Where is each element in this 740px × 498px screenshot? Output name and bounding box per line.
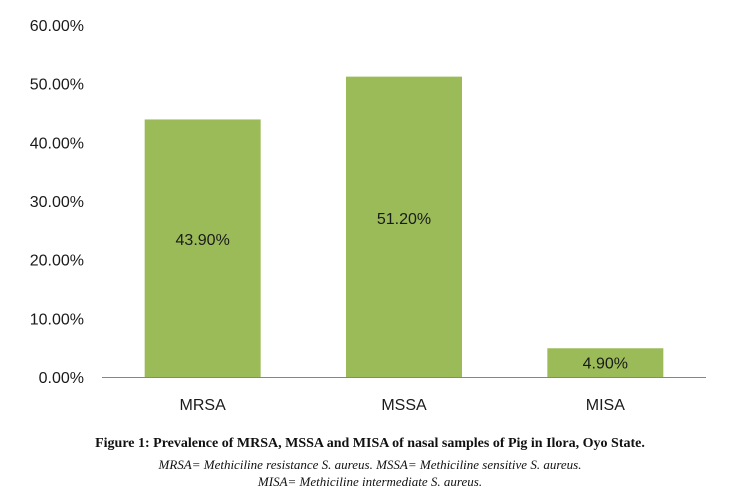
x-tick-label-misa: MISA [586,397,625,414]
x-tick-label-mssa: MSSA [381,397,427,414]
y-axis-ticks: 0.00% 10.00% 20.00% 30.00% 40.00% 50.00% 60.00… [30,18,84,387]
y-tick-label: 50.00% [30,77,84,94]
y-tick-label: 0.00% [39,370,84,387]
bar-chart: 0.00% 10.00% 20.00% 30.00% 40.00% 50.00% 60.00… [30,18,706,414]
bar-mssa [346,76,462,378]
figure-caption-note-1: MRSA= Methiciline resistance S. aureus. … [158,457,582,472]
x-tick-label-mrsa: MRSA [180,397,227,414]
bar-mrsa [144,119,261,377]
data-label-mrsa: 43.90% [176,232,230,249]
y-tick-label: 30.00% [30,194,84,211]
y-tick-label: 40.00% [30,135,84,152]
figure-caption-note-2: MISA= Methiciline intermediate S. aureus… [257,474,483,489]
figure-caption-title: Figure 1: Prevalence of MRSA, MSSA and M… [95,436,645,451]
bar-misa [547,348,664,377]
y-tick-label: 60.00% [30,18,84,35]
data-label-misa: 4.90% [583,356,628,373]
x-axis-labels: MRSA MSSA MISA [180,397,626,414]
y-tick-label: 20.00% [30,253,84,270]
data-label-mssa: 51.20% [377,211,431,228]
bars-group: 43.90% 51.20% 4.90% [144,76,664,378]
y-tick-label: 10.00% [30,311,84,328]
